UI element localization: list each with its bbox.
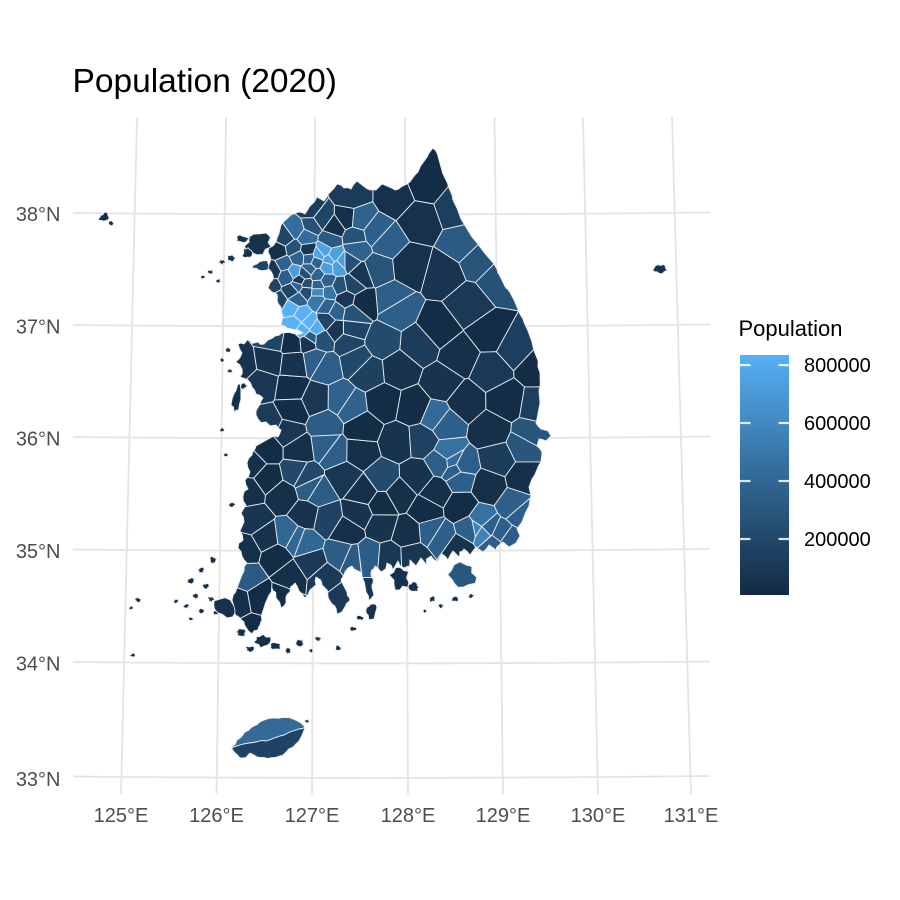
svg-text:128°E: 128°E — [381, 805, 436, 827]
svg-text:33°N: 33°N — [16, 769, 61, 791]
svg-text:37°N: 37°N — [16, 317, 61, 339]
svg-text:200000: 200000 — [804, 529, 871, 551]
svg-text:600000: 600000 — [804, 413, 871, 435]
svg-text:35°N: 35°N — [16, 541, 61, 563]
svg-text:Population: Population — [739, 316, 843, 341]
svg-text:36°N: 36°N — [16, 429, 61, 451]
svg-text:38°N: 38°N — [16, 204, 61, 226]
svg-text:130°E: 130°E — [571, 805, 626, 827]
svg-text:800000: 800000 — [804, 355, 871, 377]
svg-text:129°E: 129°E — [476, 805, 531, 827]
svg-text:125°E: 125°E — [94, 805, 149, 827]
svg-text:131°E: 131°E — [664, 805, 719, 827]
svg-text:127°E: 127°E — [285, 805, 340, 827]
svg-text:126°E: 126°E — [189, 805, 244, 827]
svg-text:Population (2020): Population (2020) — [73, 63, 337, 100]
svg-text:400000: 400000 — [804, 471, 871, 493]
svg-text:34°N: 34°N — [16, 654, 61, 676]
